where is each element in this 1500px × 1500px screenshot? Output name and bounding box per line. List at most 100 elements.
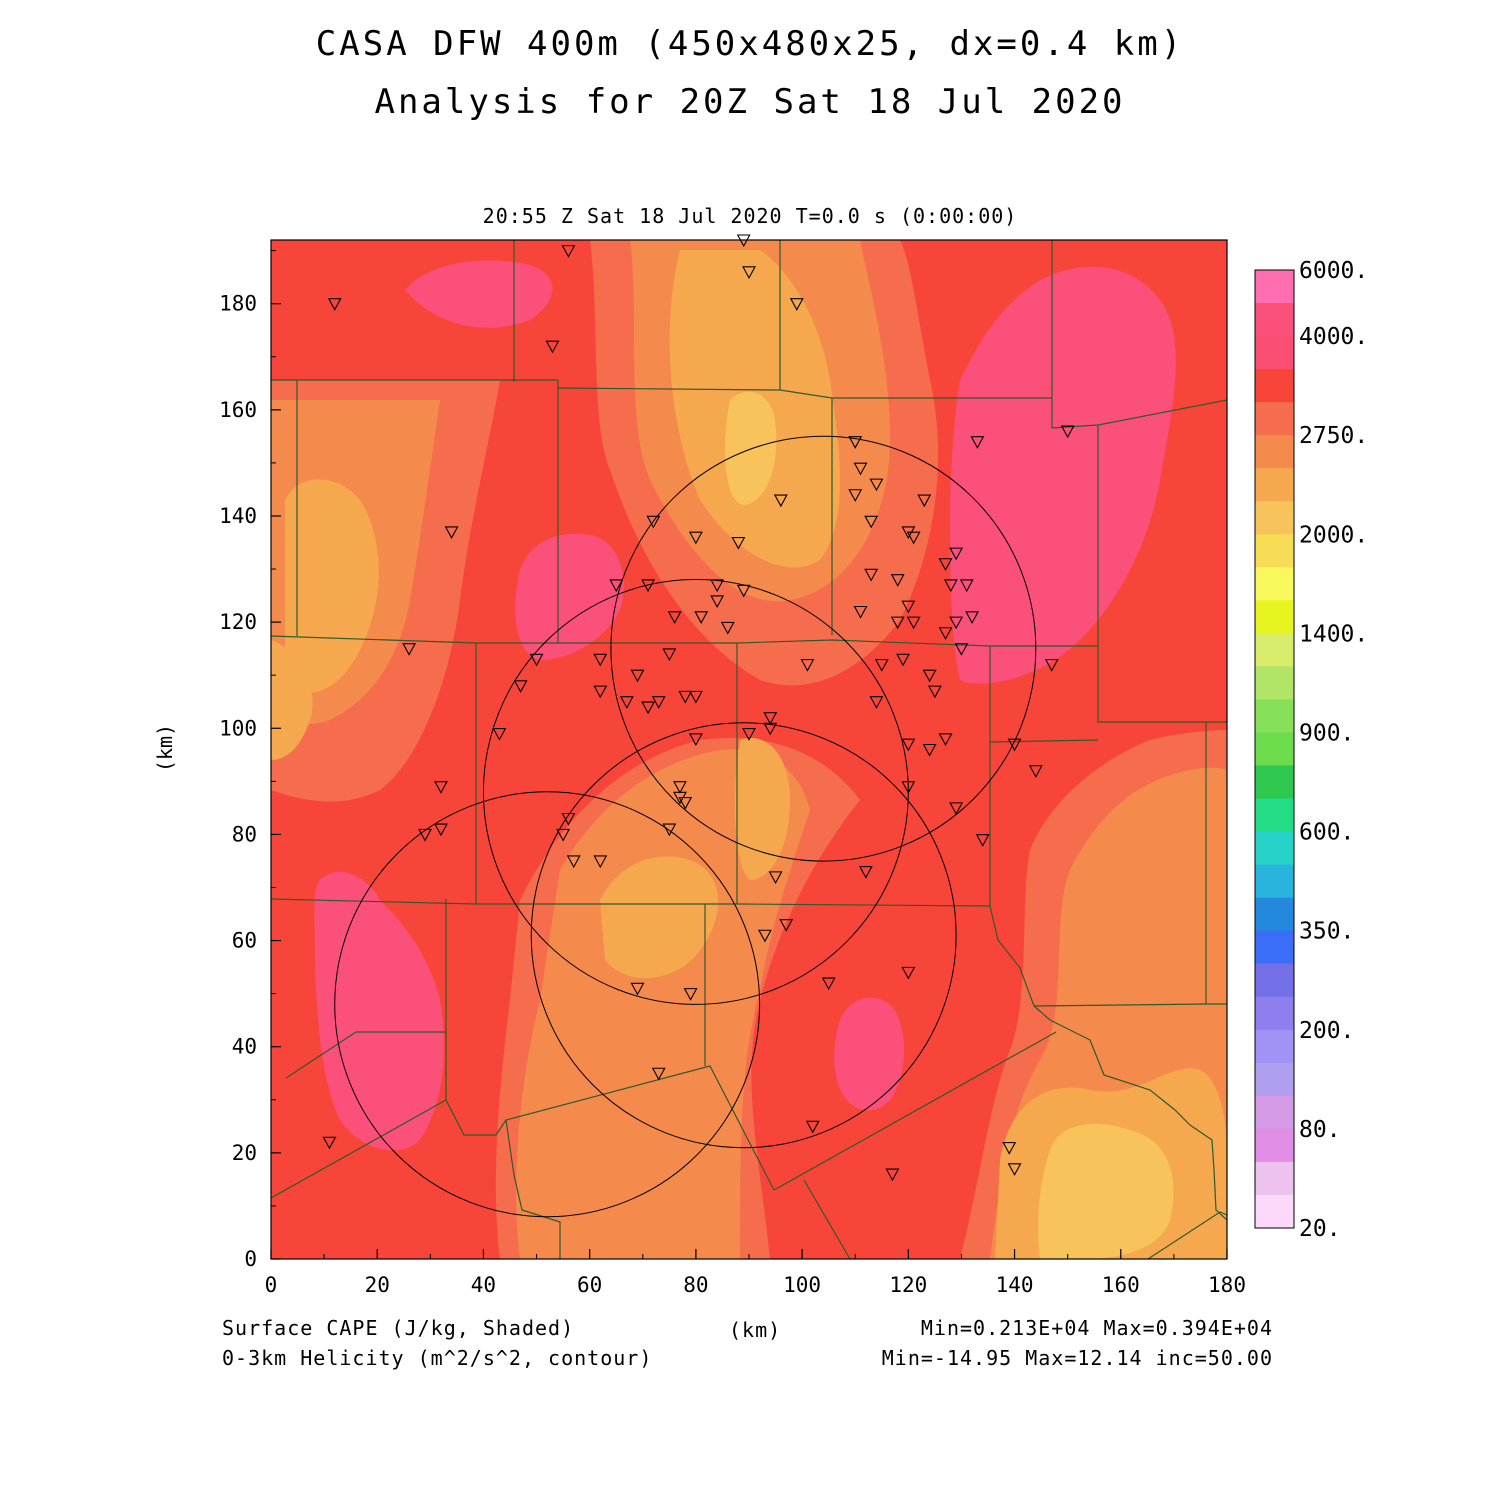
y-tick-label: 100 — [219, 716, 257, 740]
colorbar-swatch — [1255, 897, 1294, 932]
station-marker — [805, 1120, 820, 1134]
station-marker — [641, 579, 656, 593]
station-marker — [869, 696, 884, 709]
station-marker — [853, 605, 868, 619]
footer-helicity-minmax: Min=-14.95 Max=12.14 inc=50.00 — [881, 1346, 1273, 1370]
station-marker — [938, 733, 953, 747]
colorbar-label: 6000. — [1299, 258, 1368, 284]
colorbar-swatch — [1255, 765, 1294, 800]
cape-band-3500 — [314, 260, 1176, 1151]
station-marker — [848, 489, 863, 502]
station-marker — [901, 738, 916, 752]
y-tick-label: 20 — [232, 1141, 257, 1165]
valid-time-subtitle: 20:55 Z Sat 18 Jul 2020 T=0.0 s (0:00:00… — [482, 204, 1018, 228]
station-marker — [678, 797, 693, 810]
station-marker — [322, 1136, 337, 1150]
colorbar-swatch — [1255, 732, 1294, 767]
colorbar-swatch — [1255, 1128, 1294, 1163]
x-tick-label: 160 — [1102, 1273, 1140, 1297]
station-marker — [779, 919, 794, 932]
station-marker — [901, 966, 916, 980]
station-marker — [869, 478, 884, 492]
x-axis-label: (km) — [729, 1318, 782, 1342]
colorbar-swatch — [1255, 534, 1294, 568]
x-tick-label: 60 — [577, 1273, 602, 1297]
station-marker — [906, 616, 921, 630]
colorbar-swatch — [1255, 930, 1294, 965]
station-marker — [545, 340, 560, 354]
x-axis: 0 20 40 60 80 100 120 140 160 180 — [265, 1249, 1246, 1297]
y-axis: 0 20 40 60 80 100 120 140 160 180 — [219, 250, 281, 1271]
station-marker — [800, 659, 815, 672]
colorbar-swatch — [1255, 402, 1294, 436]
colorbar-swatch — [1255, 501, 1294, 535]
station-marker — [768, 871, 783, 885]
colorbar-swatch — [1255, 996, 1294, 1031]
colorbar-swatch — [1255, 699, 1294, 733]
station-marker — [763, 722, 778, 736]
station-marker — [858, 866, 873, 879]
station-marker — [444, 526, 459, 540]
colorbar-label: 200. — [1299, 1018, 1354, 1044]
y-tick-label: 120 — [219, 610, 257, 634]
station-marker — [864, 515, 879, 529]
cape-colorbar: 6000. 4000. 2750. 2000. 1400. 900. 600. 350. 200… — [1254, 258, 1368, 1242]
station-marker — [954, 643, 969, 656]
station-marker — [917, 494, 932, 508]
station-marker — [773, 494, 788, 508]
station-marker — [965, 611, 979, 624]
colorbar-swatch — [1255, 1095, 1294, 1130]
station-marker — [641, 701, 656, 715]
colorbar-swatch — [1255, 435, 1294, 469]
colorbar-swatch — [1255, 1194, 1294, 1229]
figure-title-line-1: CASA DFW 400m (450x480x25, dx=0.4 km) — [315, 24, 1185, 64]
colorbar-swatch — [1255, 303, 1294, 337]
colorbar-swatch — [1255, 1062, 1294, 1097]
figure-title-line-2: Analysis for 20Z Sat 18 Jul 2020 — [374, 82, 1126, 122]
radar-range-ring — [610, 435, 1037, 862]
radar-range-ring — [530, 722, 957, 1149]
county-boundaries — [271, 240, 1227, 1259]
colorbar-swatch — [1255, 270, 1294, 304]
footer-helicity-description: 0-3km Helicity (m^2/s^2, contour) — [222, 1346, 653, 1370]
colorbar-label: 20. — [1299, 1216, 1341, 1242]
station-marker — [970, 436, 985, 449]
x-tick-label: 40 — [471, 1273, 496, 1297]
station-marker — [593, 855, 608, 869]
x-tick-label: 140 — [996, 1273, 1034, 1297]
station-marker — [418, 828, 432, 842]
station-marker — [688, 531, 703, 545]
station-marker — [1060, 425, 1075, 439]
station-marker — [742, 728, 756, 741]
station-marker — [513, 680, 528, 693]
station-marker — [885, 1168, 900, 1182]
cape-shading — [271, 240, 1227, 1259]
cape-band-2000 — [725, 391, 1174, 1259]
station-marker — [630, 982, 645, 996]
radar-range-ring — [334, 791, 761, 1218]
colorbar-swatch — [1255, 1161, 1294, 1196]
station-marker — [1007, 738, 1022, 752]
station-marker — [529, 653, 544, 667]
colorbar-label: 2000. — [1299, 522, 1368, 548]
station-marker — [949, 547, 964, 561]
footer-cape-minmax: Min=0.213E+04 Max=0.394E+04 — [920, 1316, 1273, 1340]
station-marker — [731, 536, 746, 550]
colorbar-swatch — [1255, 468, 1294, 502]
colorbar-swatch — [1255, 633, 1294, 667]
station-marker — [853, 462, 868, 476]
station-marker — [742, 266, 756, 279]
station-marker — [651, 1067, 666, 1081]
colorbar-swatch — [1255, 798, 1294, 833]
station-marker — [848, 436, 863, 449]
y-tick-label: 0 — [244, 1247, 257, 1271]
x-tick-label: 20 — [365, 1273, 390, 1297]
station-marker — [646, 515, 661, 529]
station-marker — [949, 802, 964, 816]
station-marker — [662, 648, 677, 662]
colorbar-label: 600. — [1299, 820, 1354, 846]
colorbar-swatch — [1255, 666, 1294, 700]
station-marker — [927, 685, 942, 699]
station-marker — [922, 743, 937, 757]
station-marker — [789, 298, 804, 311]
